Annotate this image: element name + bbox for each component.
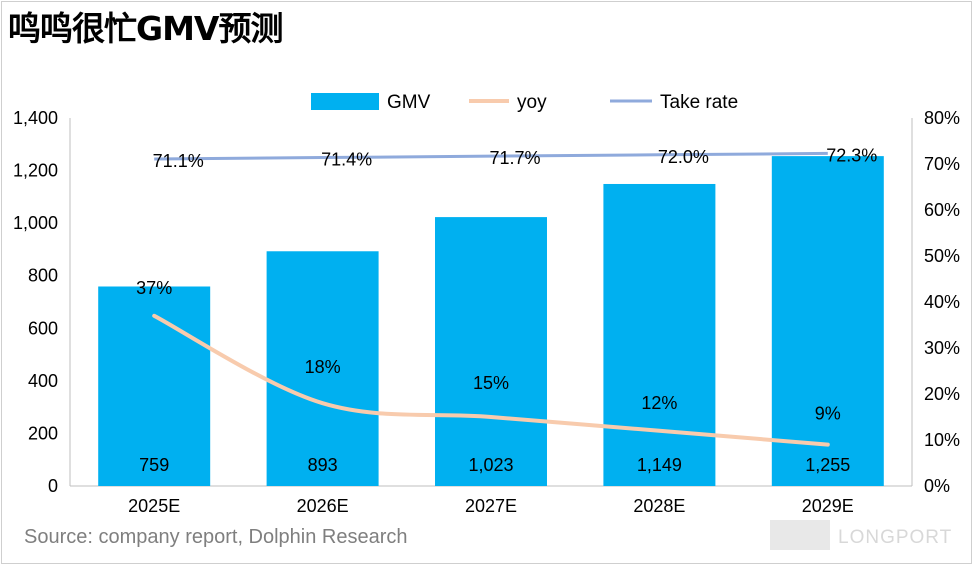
right-tick-label: 70%: [924, 154, 960, 174]
gmv-data-label: 1,023: [468, 455, 513, 475]
take-rate-data-label: 71.4%: [321, 150, 372, 170]
legend-take-rate-label: Take rate: [660, 92, 738, 113]
x-tick-label: 2029E: [802, 496, 854, 516]
right-tick-label: 50%: [924, 246, 960, 266]
left-tick-label: 400: [28, 371, 58, 391]
x-tick-label: 2025E: [128, 496, 180, 516]
gmv-data-label: 893: [308, 455, 338, 475]
left-tick-label: 800: [28, 266, 58, 286]
legend-gmv-label: GMV: [387, 92, 431, 113]
yoy-line: [152, 313, 830, 447]
left-tick-label: 1,200: [13, 161, 58, 181]
x-tick-label: 2026E: [297, 496, 349, 516]
right-tick-label: 80%: [924, 108, 960, 128]
gmv-bar: [435, 217, 547, 486]
yoy-data-label: 37%: [136, 278, 172, 298]
gmv-bar: [266, 251, 379, 486]
x-tick-label: 2027E: [465, 496, 517, 516]
gmv-bar: [603, 183, 716, 486]
take-rate-data-label: 71.7%: [489, 148, 540, 168]
brand-logo-mark: [770, 520, 830, 550]
gmv-bar: [771, 156, 884, 486]
gmv-data-label: 759: [139, 455, 169, 475]
take-rate-data-label: 71.1%: [153, 151, 204, 171]
take-rate-data-label: 72.3%: [826, 145, 877, 165]
yoy-data-label: 15%: [473, 373, 509, 393]
legend-gmv-swatch: [311, 93, 379, 110]
x-tick-label: 2028E: [633, 496, 685, 516]
take-rate-data-label: 72.0%: [658, 147, 709, 167]
yoy-data-label: 18%: [305, 357, 341, 377]
right-tick-label: 10%: [924, 430, 960, 450]
left-tick-label: 600: [28, 318, 58, 338]
source-note: Source: company report, Dolphin Research: [24, 526, 408, 548]
take-rate-line: [154, 151, 828, 161]
yoy-data-label: 12%: [641, 393, 677, 413]
left-tick-label: 1,400: [13, 108, 58, 128]
gmv-data-label: 1,149: [637, 455, 682, 475]
right-tick-label: 20%: [924, 384, 960, 404]
right-tick-label: 40%: [924, 292, 960, 312]
right-tick-label: 30%: [924, 338, 960, 358]
right-tick-label: 0%: [924, 476, 950, 496]
gmv-bar: [98, 286, 211, 486]
left-tick-label: 200: [28, 423, 58, 443]
legend-yoy-label: yoy: [517, 92, 547, 113]
brand-logo: LONGPORT: [838, 527, 953, 548]
yoy-data-label: 9%: [815, 404, 841, 424]
right-tick-label: 60%: [924, 200, 960, 220]
chart-title: 鸣鸣很忙GMV预测: [8, 9, 283, 48]
left-tick-label: 0: [48, 476, 58, 496]
gmv-data-label: 1,255: [805, 455, 850, 475]
left-tick-label: 1,000: [13, 213, 58, 233]
